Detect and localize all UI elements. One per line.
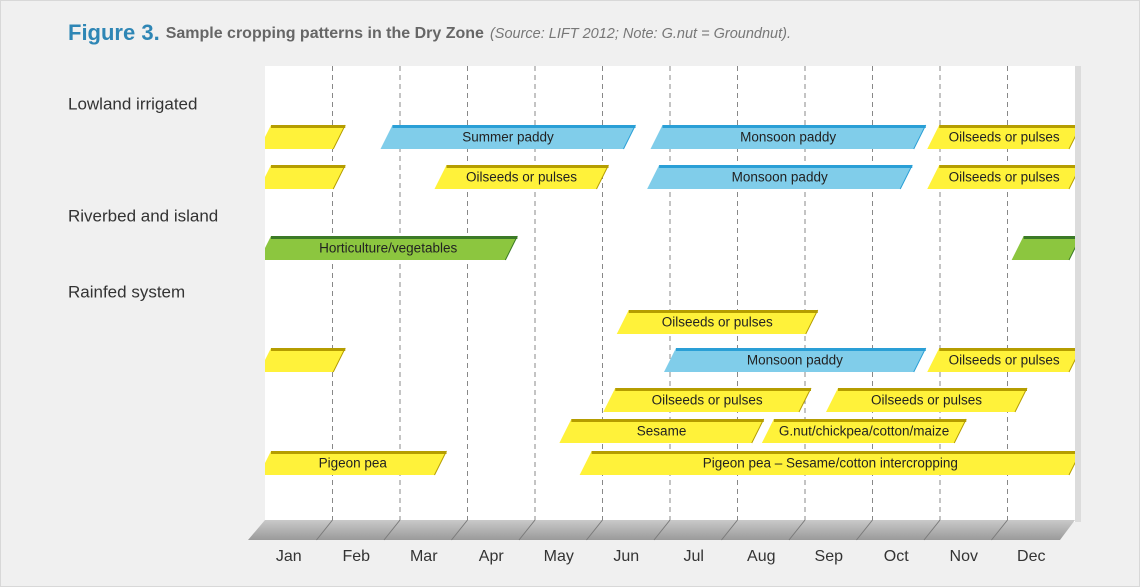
x-tick-label: Sep: [815, 548, 844, 565]
bars: [265, 124, 1075, 476]
crop-bar: [434, 165, 609, 189]
crop-label: Sesame: [637, 424, 687, 439]
x-tick-label: Feb: [342, 548, 370, 565]
floor-divider: [923, 519, 941, 541]
floor-divider: [788, 519, 806, 541]
crop-bar-side: [751, 418, 765, 444]
crop-bar: [380, 125, 636, 149]
floor-divider: [451, 519, 468, 541]
crop-label: Summer paddy: [462, 130, 554, 145]
floor-divider: [991, 519, 1008, 541]
crop-bar: [265, 165, 346, 189]
crop-label: Pigeon pea: [319, 456, 388, 471]
floor-divider: [721, 519, 738, 541]
crop-bar: [826, 388, 1027, 412]
chart-title: Figure 3. Sample cropping patterns in the…: [68, 20, 791, 45]
floor-divider: [316, 519, 333, 541]
crop-label: Monsoon paddy: [732, 170, 828, 185]
crop-bar-side: [899, 164, 913, 190]
x-tick-label: May: [544, 548, 574, 565]
floor-divider: [383, 519, 401, 541]
crop-bar-side: [332, 164, 346, 190]
crop-label: G.nut/chickpea/cotton/maize: [779, 424, 949, 439]
crop-bar-side: [596, 164, 609, 190]
crop-label: Oilseeds or pulses: [949, 130, 1060, 145]
crop-bar-side: [1014, 387, 1028, 413]
subtitle: Sample cropping patterns in the Dry Zone: [166, 25, 484, 42]
floor-divider: [856, 519, 873, 541]
crop-label: Monsoon paddy: [747, 353, 843, 368]
crop-bar-side: [1068, 135, 1075, 150]
crop-bar: [1011, 236, 1075, 260]
crop-bar: [559, 419, 764, 443]
crop-bar: [265, 451, 447, 475]
crop-bar-side: [798, 387, 812, 413]
x-tick-label: Nov: [950, 548, 978, 565]
x-tick-label: Jul: [684, 548, 704, 565]
group-label: Riverbed and island: [68, 206, 218, 225]
crop-bar-side: [913, 347, 927, 373]
floor-divider: [586, 519, 603, 541]
crop-bar-side: [1068, 358, 1075, 373]
crop-label: Oilseeds or pulses: [662, 315, 773, 330]
x-tick-label: Aug: [747, 548, 775, 565]
title: Figure 3.: [68, 20, 160, 45]
x-tick-label: Apr: [479, 548, 505, 565]
crop-bar-side: [805, 309, 819, 335]
crop-label: Oilseeds or pulses: [949, 353, 1060, 368]
crop-bar: [761, 419, 967, 443]
crop-label: Oilseeds or pulses: [652, 393, 763, 408]
crop-label: Horticulture/vegetables: [319, 241, 457, 256]
crop-bar-side: [953, 418, 967, 444]
crop-bar: [603, 388, 811, 412]
crop-label: Monsoon paddy: [740, 130, 836, 145]
crop-bar: [265, 236, 518, 260]
crop-bar: [265, 348, 346, 372]
crop-label: Pigeon pea – Sesame/cotton intercropping: [703, 456, 958, 471]
crop-bar: [579, 451, 1075, 475]
crop-label: Oilseeds or pulses: [466, 170, 577, 185]
crop-bar: [664, 348, 926, 372]
floor-divider: [653, 519, 671, 541]
crop-bar-side: [434, 450, 447, 476]
crop-bar-side: [332, 347, 346, 373]
crop-bar: [927, 165, 1075, 189]
crop-bar-side: [332, 124, 346, 150]
plot-side: [1075, 66, 1081, 522]
crop-label: Oilseeds or pulses: [949, 170, 1060, 185]
note: (Source: LIFT 2012; Note: G.nut = Ground…: [490, 26, 791, 42]
x-tick-label: Mar: [410, 548, 438, 565]
crop-bar-side: [913, 124, 927, 150]
crop-bar: [647, 165, 913, 189]
crop-bar-side: [623, 124, 636, 150]
crop-bar: [265, 125, 346, 149]
crop-bar-side: [504, 235, 518, 261]
group-label: Rainfed system: [68, 282, 185, 301]
x-tick-label: Oct: [884, 548, 909, 565]
floor-divider: [518, 519, 536, 541]
crop-bar-side: [1068, 461, 1075, 476]
x-tick-label: Jan: [276, 548, 302, 565]
crop-bar: [650, 125, 926, 149]
crop-bar-side: [1068, 246, 1075, 261]
x-tick-label: Jun: [613, 548, 639, 565]
crop-bar-side: [1068, 175, 1075, 190]
crop-bar: [927, 348, 1075, 372]
x-tick-label: Dec: [1017, 548, 1045, 565]
crop-bar: [927, 125, 1075, 149]
crop-bar: [616, 310, 818, 334]
group-label: Lowland irrigated: [68, 94, 197, 113]
crop-label: Oilseeds or pulses: [871, 393, 982, 408]
